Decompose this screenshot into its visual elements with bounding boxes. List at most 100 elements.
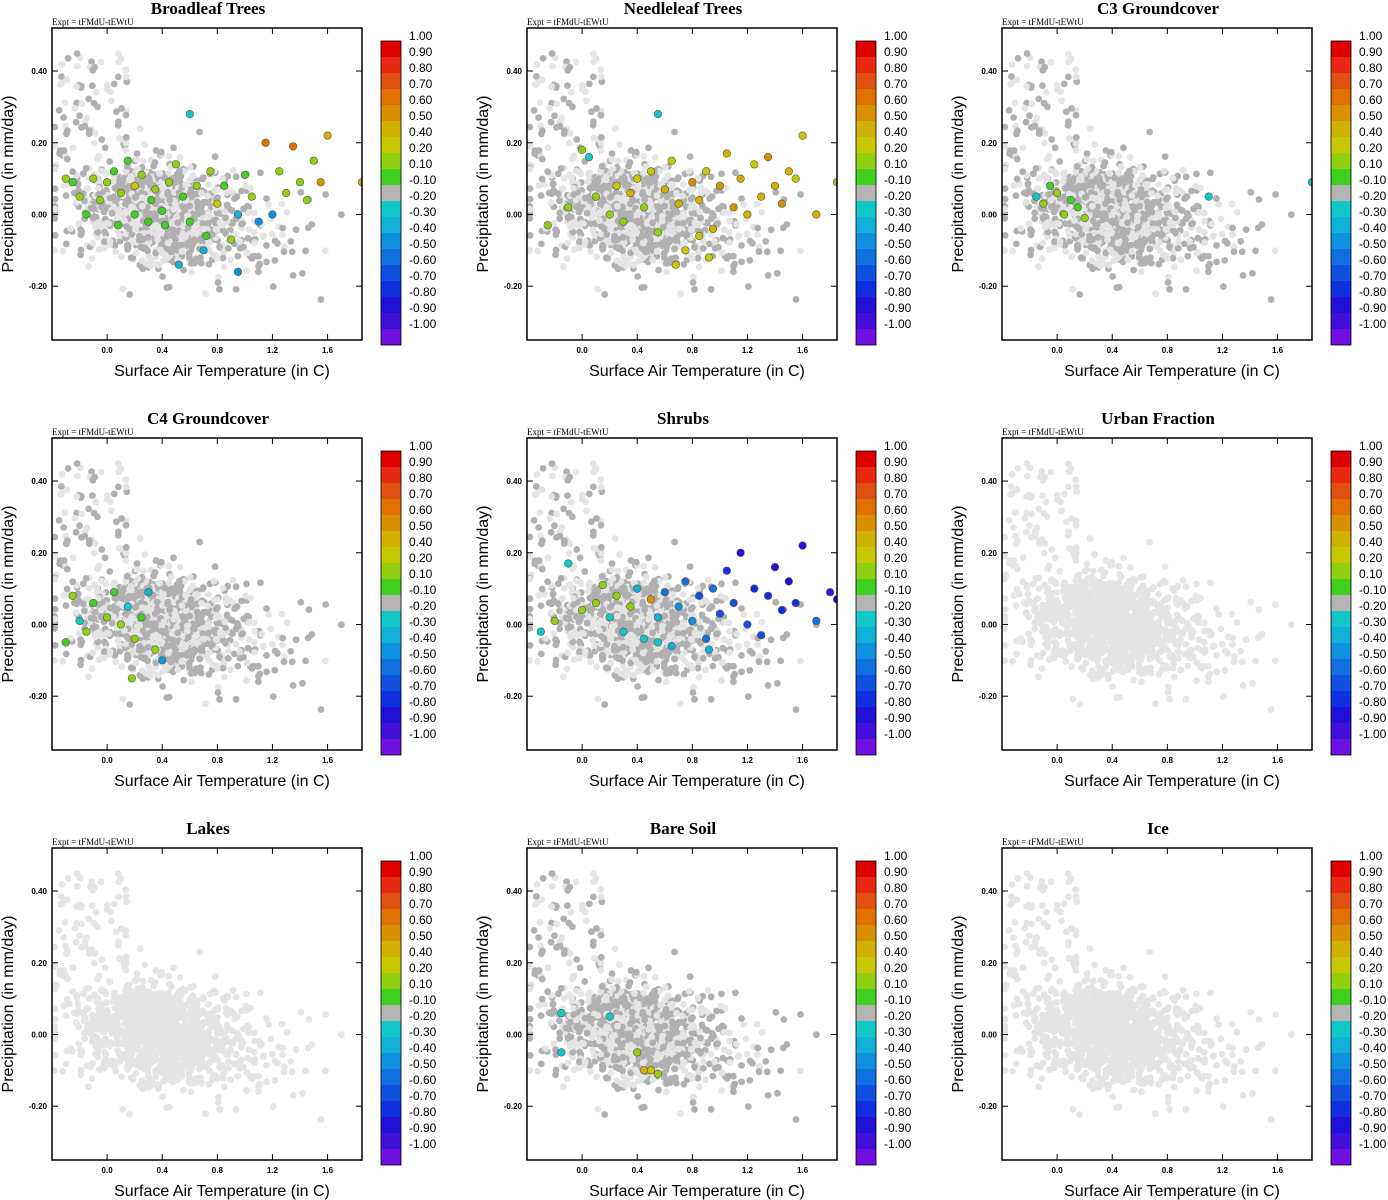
x-tick-label: 0.4	[632, 346, 644, 355]
panel-title: C4 Groundcover	[147, 409, 269, 428]
bg-point	[299, 269, 306, 277]
bg-point	[1143, 229, 1150, 237]
bg-point	[321, 657, 329, 665]
expt-label: Expt = tFMdU-tEWtU	[52, 427, 134, 437]
bg-point	[531, 147, 539, 155]
bg-point	[1169, 174, 1177, 182]
bg-point	[154, 236, 162, 244]
bg-point	[279, 641, 286, 648]
bg-point	[1083, 150, 1091, 158]
bg-point	[102, 580, 110, 588]
bg-point	[719, 249, 726, 257]
bg-point	[1194, 249, 1201, 257]
bg-point	[550, 220, 558, 228]
bg-point	[91, 63, 99, 71]
bg-point	[196, 538, 204, 546]
bg-point	[150, 162, 158, 170]
bg-point	[1042, 88, 1050, 96]
bg-point	[754, 231, 761, 239]
bg-point	[197, 259, 205, 267]
bg-point	[134, 575, 142, 582]
bg-point	[1178, 207, 1186, 214]
bg-point	[732, 169, 739, 177]
bg-point	[1196, 184, 1204, 192]
data-point	[729, 203, 738, 212]
bg-point	[308, 221, 316, 228]
colorbar-swatch	[1331, 329, 1351, 345]
bg-point	[552, 246, 560, 254]
bg-point	[746, 237, 754, 245]
bg-point	[106, 568, 114, 575]
bg-point	[232, 640, 240, 648]
bg-point	[715, 205, 722, 213]
bg-point	[632, 246, 639, 254]
colorbar-label: 0.90	[409, 45, 433, 59]
bg-point	[662, 268, 670, 276]
data-point	[633, 174, 642, 183]
data-point	[178, 192, 187, 201]
bg-point	[1051, 144, 1059, 152]
bg-point	[1079, 254, 1087, 262]
bg-point	[75, 597, 83, 604]
colorbar-label: -0.90	[1359, 301, 1387, 315]
bg-point	[224, 655, 232, 662]
bg-point	[1045, 191, 1052, 198]
bg-point	[547, 199, 555, 206]
colorbar-label: 1.00	[1359, 29, 1383, 43]
bg-point	[75, 187, 83, 194]
bg-point	[680, 219, 687, 227]
bg-point	[552, 226, 559, 234]
bg-point	[58, 73, 65, 80]
bg-point	[1155, 260, 1163, 268]
colorbar-swatch	[856, 313, 876, 329]
colorbar-label: 0.80	[409, 61, 433, 75]
bg-point	[141, 141, 149, 149]
colorbar-swatch	[1331, 233, 1351, 249]
bg-point	[744, 283, 752, 290]
data-point	[357, 178, 362, 187]
data-point	[171, 160, 181, 169]
bg-point	[1185, 212, 1192, 220]
bg-point	[271, 257, 279, 264]
bg-point	[250, 638, 258, 646]
bg-point	[650, 174, 658, 182]
bg-point	[1114, 190, 1121, 198]
data-point	[763, 153, 773, 162]
bg-point	[52, 232, 59, 239]
bg-point	[1086, 178, 1094, 186]
bg-point	[138, 257, 146, 265]
bg-point	[136, 232, 143, 240]
colorbar-label: 0.80	[1359, 61, 1383, 75]
data-point	[282, 188, 291, 198]
bg-point	[202, 700, 209, 708]
bg-point	[738, 258, 745, 266]
colorbar-label: 0.70	[1359, 77, 1383, 91]
colorbar-swatch	[381, 265, 401, 281]
data-point	[667, 156, 676, 165]
bg-point	[231, 195, 239, 203]
bg-point	[185, 659, 193, 667]
bg-point	[568, 174, 576, 182]
bg-point	[663, 243, 671, 250]
bg-point	[263, 652, 270, 659]
bg-point	[1238, 248, 1246, 256]
colorbar-label: -0.70	[1359, 269, 1387, 283]
bg-point	[533, 61, 541, 68]
colorbar-swatch	[1331, 281, 1351, 297]
bg-point	[581, 238, 589, 246]
data-point	[777, 199, 787, 208]
bg-point	[287, 648, 295, 655]
bg-point	[550, 187, 558, 194]
x-tick-label: 0.0	[102, 346, 114, 355]
colorbar-label: -0.90	[884, 301, 912, 315]
data-point	[584, 153, 594, 162]
bg-point	[89, 492, 96, 499]
bg-point	[1170, 263, 1178, 271]
bg-point	[658, 217, 666, 225]
bg-point	[170, 554, 177, 562]
bg-point	[250, 619, 258, 627]
bg-point	[1131, 167, 1138, 175]
bg-point	[85, 263, 92, 271]
data-point	[220, 181, 229, 190]
data-point	[165, 178, 174, 187]
